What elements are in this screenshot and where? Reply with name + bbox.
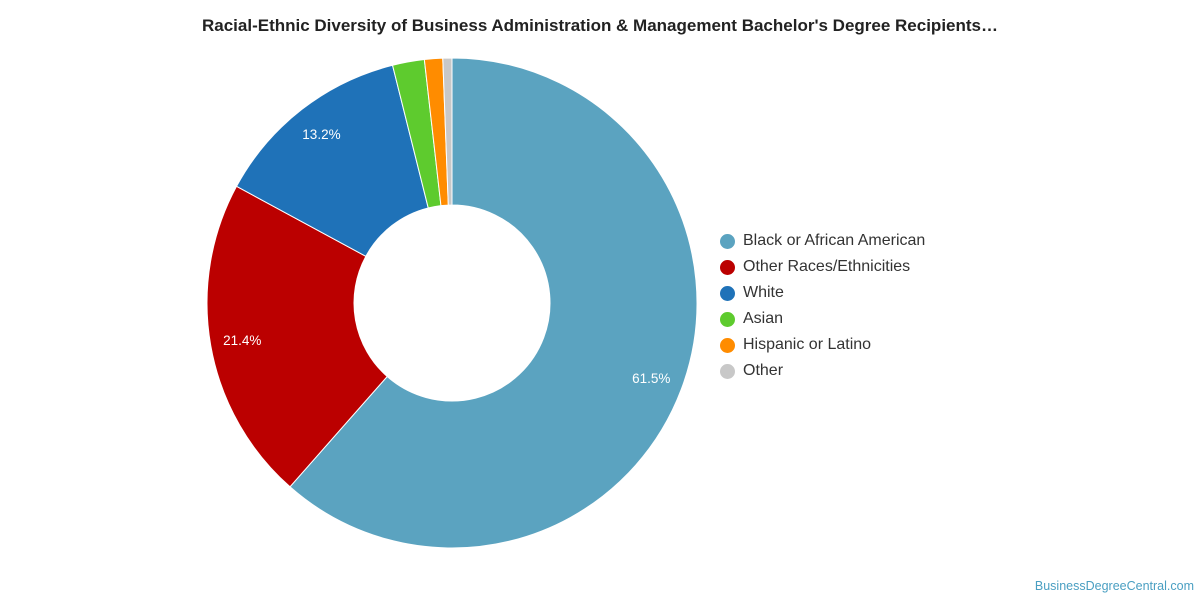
legend-label-0: Black or African American: [743, 232, 926, 249]
legend-label-4: Hispanic or Latino: [743, 336, 872, 353]
pie-slice-1[interactable]: [206, 185, 388, 488]
legend-item-1[interactable]: Other Races/Ethnicities: [720, 254, 925, 280]
legend-item-5[interactable]: Other: [720, 358, 925, 384]
legend-item-0[interactable]: Black or African American: [720, 228, 925, 254]
legend-swatch-2: [720, 285, 735, 301]
pie-slice-0[interactable]: [289, 57, 698, 549]
legend-label-3: Asian: [743, 310, 784, 327]
slice-label-1: 21.4%: [223, 333, 261, 348]
slice-label-0: 61.5%: [632, 371, 670, 386]
legend-label-1: Other Races/Ethnicities: [743, 258, 911, 275]
legend-swatch-0: [720, 233, 735, 249]
chart-legend: Black or African American Other Races/Eth…: [720, 228, 925, 384]
legend-label-2: White: [743, 284, 784, 301]
pie-slice-2[interactable]: [235, 64, 429, 258]
pie-slice-5[interactable]: [442, 57, 453, 206]
legend-label-5: Other: [743, 362, 784, 379]
legend-swatch-1: [720, 259, 735, 275]
legend-item-4[interactable]: Hispanic or Latino: [720, 332, 925, 358]
legend-item-2[interactable]: White: [720, 280, 925, 306]
source-credit[interactable]: BusinessDegreeCentral.com: [1034, 579, 1194, 593]
legend-swatch-4: [720, 337, 735, 353]
legend-swatch-5: [720, 363, 735, 379]
legend-swatch-3: [720, 311, 735, 327]
legend-item-3[interactable]: Asian: [720, 306, 925, 332]
slice-label-2: 13.2%: [302, 127, 340, 142]
chart-title: Racial-Ethnic Diversity of Business Admi…: [201, 16, 998, 35]
